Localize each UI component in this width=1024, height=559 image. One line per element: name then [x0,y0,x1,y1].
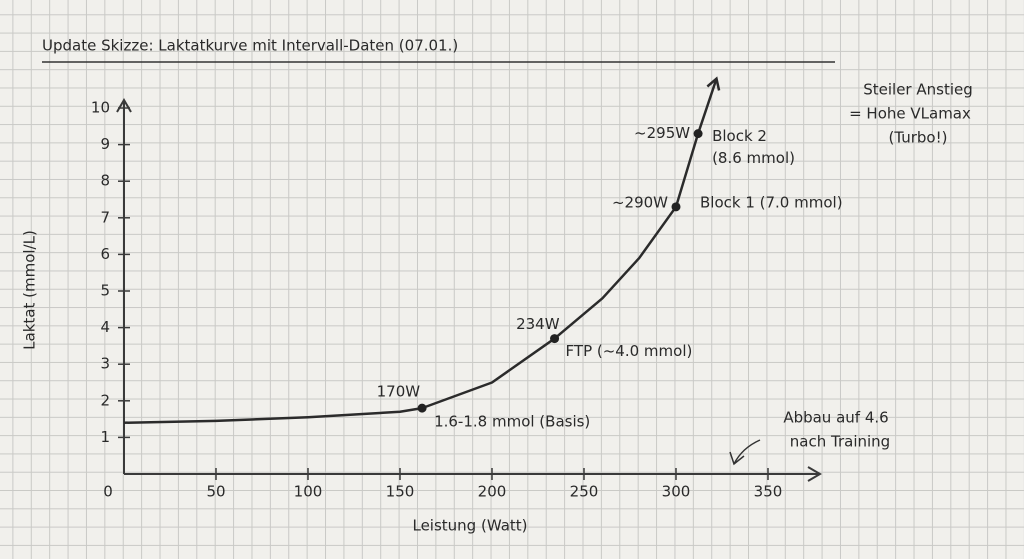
x-tick-label: 100 [294,483,323,501]
curve [123,78,718,425]
x-tick-label: 250 [570,483,599,501]
x-axis-label: Leistung (Watt) [412,517,527,535]
annotation: Steiler Anstieg [863,81,973,99]
annotation: (Turbo!) [889,129,948,147]
point-note: (8.6 mmol) [712,149,795,167]
x-tick-label: 150 [386,483,415,501]
y-tick-label: 9 [100,135,110,153]
annotation: Abbau auf 4.6 [783,409,888,427]
x-tick-label: 50 [206,483,225,501]
data-point [693,129,703,139]
curve-arrowhead [706,76,721,91]
x-axis [124,466,822,482]
y-axis-label: Laktat (mmol/L) [21,230,39,350]
y-axis [116,98,132,474]
point-label: 170W [377,383,421,401]
y-tick-label: 5 [100,282,110,300]
point-label: ~290W [612,193,668,211]
point-note: 1.6-1.8 mmol (Basis) [434,413,590,431]
y-tick-label: 6 [100,245,110,263]
y-tick-label: 4 [100,318,110,336]
y-tick-label: 1 [100,428,110,446]
chart-title: Update Skizze: Laktatkurve mit Intervall… [42,37,458,55]
y-tick-label: 3 [100,355,110,373]
data-point [671,202,681,212]
point-note: Block 2 [712,127,767,145]
data-point [417,403,427,413]
x-tick-label: 0 [103,483,113,501]
annotation: = Hohe VLamax [849,105,971,123]
y-tick-label: 2 [100,391,110,409]
annotation: nach Training [790,433,890,451]
x-tick-label: 300 [662,483,691,501]
point-label: 234W [516,315,560,333]
point-note: FTP (~4.0 mmol) [566,342,693,360]
data-point [550,334,560,344]
point-label: ~295W [634,124,690,142]
y-tick-label: 10 [91,99,110,117]
x-tick-label: 200 [478,483,507,501]
x-tick-label: 350 [754,483,783,501]
y-tick-label: 7 [100,208,110,226]
annotation-arrow [729,439,761,466]
y-tick-label: 8 [100,172,110,190]
point-note: Block 1 (7.0 mmol) [700,193,843,211]
